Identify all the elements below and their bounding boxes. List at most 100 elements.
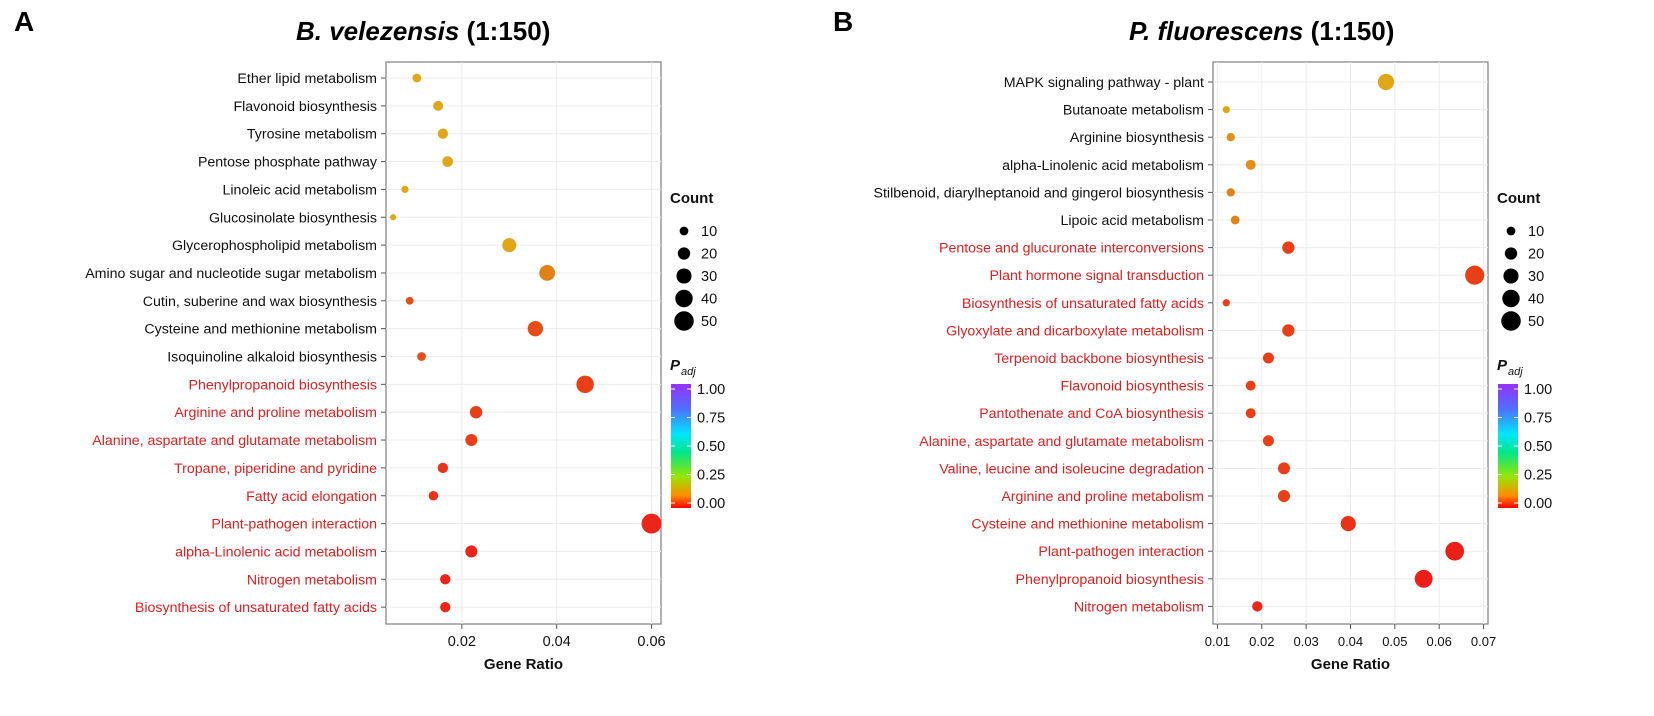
color-legend-title: P bbox=[670, 357, 681, 374]
color-legend-label: 1.00 bbox=[1524, 382, 1552, 398]
y-tick-label: Tyrosine metabolism bbox=[247, 127, 377, 143]
y-tick-label: Phenylpropanoid biosynthesis bbox=[1015, 572, 1204, 588]
data-point bbox=[417, 352, 426, 361]
count-legend-label: 40 bbox=[1528, 292, 1544, 308]
color-legend-subscript: adj bbox=[1508, 366, 1523, 378]
data-point bbox=[1282, 241, 1295, 254]
y-tick-label: alpha-Linolenic acid metabolism bbox=[1002, 158, 1204, 174]
y-tick-label: Isoquinoline alkaloid biosynthesis bbox=[167, 350, 377, 366]
x-tick-label: 0.07 bbox=[1471, 634, 1496, 649]
data-point bbox=[1277, 462, 1290, 475]
y-tick-label: Alanine, aspartate and glutamate metabol… bbox=[92, 433, 377, 449]
data-point bbox=[433, 100, 444, 111]
y-tick-label: Pentose and glucuronate interconversions bbox=[939, 241, 1204, 257]
y-tick-label: Fatty acid elongation bbox=[246, 489, 377, 505]
count-legend-label: 50 bbox=[701, 314, 717, 330]
y-tick-label: Alanine, aspartate and glutamate metabol… bbox=[919, 434, 1204, 450]
data-point bbox=[502, 238, 517, 253]
chart-title-ratio: (1:150) bbox=[1303, 16, 1395, 46]
data-point bbox=[401, 185, 409, 194]
x-tick-label: 0.05 bbox=[1382, 634, 1407, 649]
y-tick-label: Glucosinolate biosynthesis bbox=[209, 210, 377, 226]
data-point bbox=[1245, 380, 1256, 391]
count-legend-title: Count bbox=[670, 190, 713, 207]
chart-title-species: B. velezensis bbox=[296, 16, 460, 46]
data-point bbox=[428, 490, 439, 501]
data-point bbox=[576, 375, 594, 394]
color-legend-label: 0.75 bbox=[697, 411, 725, 427]
y-tick-label: Pantothenate and CoA biosynthesis bbox=[979, 406, 1204, 422]
x-tick-label: 0.01 bbox=[1205, 634, 1230, 649]
panel-letter: A bbox=[14, 6, 35, 37]
color-legend-bar bbox=[671, 384, 691, 508]
y-tick-label: Terpenoid backbone biosynthesis bbox=[994, 351, 1204, 367]
y-tick-label: Plant-pathogen interaction bbox=[1038, 544, 1204, 560]
data-point bbox=[440, 601, 451, 613]
x-tick-label: 0.04 bbox=[543, 634, 571, 650]
x-tick-label: 0.02 bbox=[448, 634, 476, 650]
data-point bbox=[539, 265, 556, 281]
data-point bbox=[469, 406, 483, 419]
data-point bbox=[405, 296, 414, 305]
count-legend-dot bbox=[679, 226, 689, 236]
data-point bbox=[437, 128, 449, 139]
count-legend-label: 50 bbox=[1528, 314, 1544, 330]
y-tick-label: Ether lipid metabolism bbox=[237, 71, 377, 87]
color-legend-label: 1.00 bbox=[697, 382, 725, 398]
y-tick-label: Linoleic acid metabolism bbox=[222, 182, 377, 198]
count-legend-label: 30 bbox=[701, 269, 717, 285]
y-tick-label: Arginine and proline metabolism bbox=[1001, 489, 1204, 505]
color-legend-label: 0.50 bbox=[1524, 439, 1552, 455]
y-tick-label: Butanoate metabolism bbox=[1063, 103, 1204, 119]
data-point bbox=[437, 462, 449, 474]
data-point bbox=[1226, 188, 1235, 197]
y-tick-label: Stilbenoid, diarylheptanoid and gingerol… bbox=[874, 185, 1204, 201]
color-legend-label: 0.50 bbox=[697, 439, 725, 455]
color-legend-label: 0.75 bbox=[1524, 411, 1552, 427]
y-tick-label: Valine, leucine and isoleucine degradati… bbox=[939, 461, 1204, 477]
y-tick-label: Nitrogen metabolism bbox=[1074, 599, 1204, 615]
chart-title: B. velezensis (1:150) bbox=[296, 16, 550, 47]
data-point bbox=[527, 320, 544, 337]
data-point bbox=[390, 214, 397, 221]
data-point bbox=[1340, 516, 1356, 532]
data-point bbox=[1226, 133, 1235, 142]
data-point bbox=[1277, 489, 1290, 503]
data-point bbox=[1377, 73, 1395, 91]
dot-plot-b: MAPK signaling pathway - plant Butanoate … bbox=[874, 61, 1552, 673]
data-point bbox=[412, 73, 422, 83]
y-tick-label: Biosynthesis of unsaturated fatty acids bbox=[962, 296, 1204, 312]
panel-b: B P. fluorescens (1:150) MAPK signaling … bbox=[827, 0, 1654, 716]
data-point bbox=[1465, 265, 1485, 285]
data-point bbox=[1262, 352, 1274, 364]
y-tick-label: Tropane, piperidine and pyridine bbox=[174, 461, 377, 477]
x-tick-label: 0.04 bbox=[1338, 634, 1363, 649]
data-point bbox=[442, 156, 453, 167]
x-tick-label: 0.03 bbox=[1293, 634, 1318, 649]
y-tick-label: Lipoic acid metabolism bbox=[1060, 213, 1204, 229]
data-point bbox=[1245, 408, 1256, 419]
color-legend-subscript: adj bbox=[681, 366, 696, 378]
count-legend-dot bbox=[1501, 311, 1521, 331]
data-point bbox=[641, 513, 662, 534]
x-tick-label: 0.06 bbox=[637, 634, 665, 650]
panel-letter: B bbox=[833, 6, 854, 37]
dot-plot-a: Ether lipid metabolism Flavonoid biosynth… bbox=[85, 61, 725, 673]
y-tick-label: Glycerophospholipid metabolism bbox=[172, 238, 377, 254]
y-tick-label: Plant hormone signal transduction bbox=[989, 268, 1204, 284]
count-legend-dot bbox=[674, 311, 694, 331]
y-tick-label: Plant-pathogen interaction bbox=[211, 517, 377, 533]
panel-a: A B. velezensis (1:150) Ether lipid meta… bbox=[14, 6, 725, 673]
y-tick-label: Phenylpropanoid biosynthesis bbox=[188, 377, 377, 393]
y-tick-label: Flavonoid biosynthesis bbox=[233, 99, 377, 115]
chart-title-species: P. fluorescens bbox=[1129, 16, 1304, 46]
count-legend-dot bbox=[675, 289, 693, 308]
chart-title-ratio: (1:150) bbox=[459, 16, 551, 46]
data-point bbox=[1222, 105, 1230, 114]
data-point bbox=[1252, 601, 1263, 612]
count-legend-dot bbox=[1502, 289, 1520, 308]
y-tick-label: Amino sugar and nucleotide sugar metabol… bbox=[85, 266, 377, 282]
count-legend-label: 10 bbox=[1528, 224, 1544, 240]
color-legend-label: 0.00 bbox=[1524, 496, 1552, 512]
y-tick-label: Pentose phosphate pathway bbox=[198, 155, 378, 171]
